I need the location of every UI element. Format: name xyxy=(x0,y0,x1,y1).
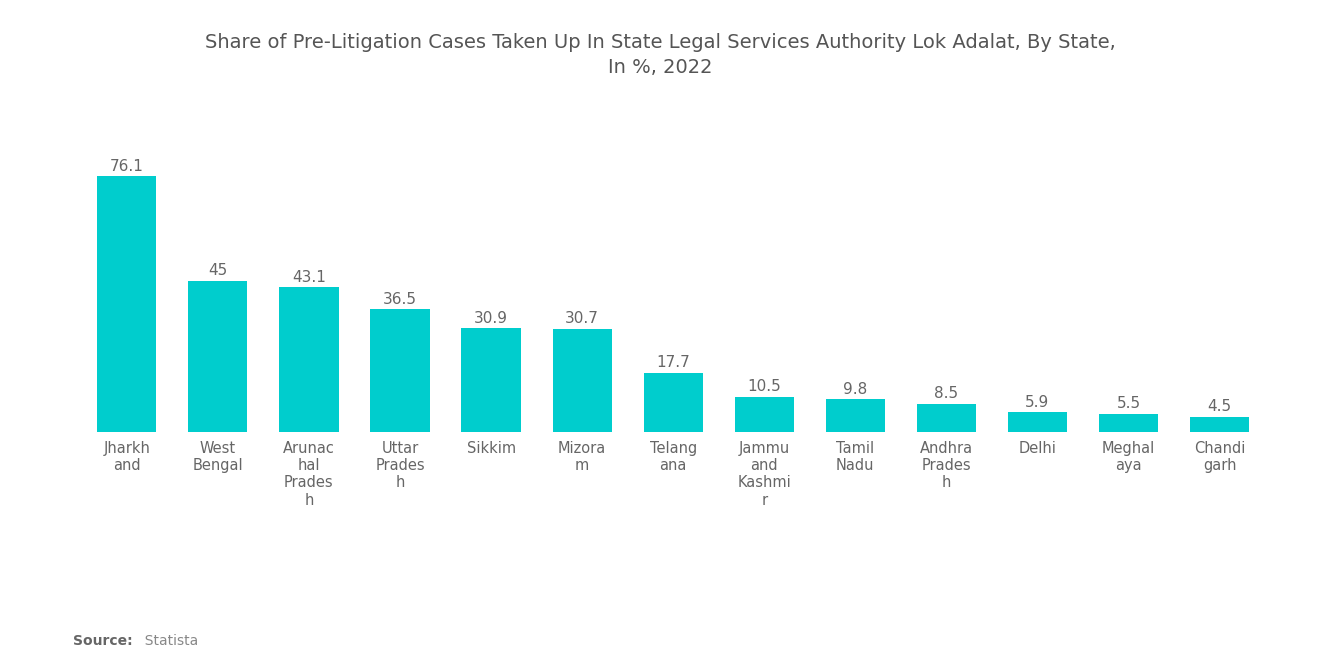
Text: 76.1: 76.1 xyxy=(110,158,144,174)
Bar xyxy=(553,329,611,432)
Text: Statista: Statista xyxy=(136,634,198,648)
Text: 9.8: 9.8 xyxy=(843,382,867,396)
Text: 43.1: 43.1 xyxy=(292,269,326,285)
Text: 8.5: 8.5 xyxy=(935,386,958,401)
Bar xyxy=(826,399,884,432)
Bar xyxy=(462,329,520,432)
Text: 36.5: 36.5 xyxy=(383,292,417,307)
Text: 30.9: 30.9 xyxy=(474,311,508,326)
Text: 17.7: 17.7 xyxy=(656,355,690,370)
Text: 5.9: 5.9 xyxy=(1026,395,1049,410)
Text: 10.5: 10.5 xyxy=(747,379,781,394)
Text: 45: 45 xyxy=(209,263,227,278)
Text: 30.7: 30.7 xyxy=(565,311,599,327)
Text: Share of Pre-Litigation Cases Taken Up In State Legal Services Authority Lok Ada: Share of Pre-Litigation Cases Taken Up I… xyxy=(205,33,1115,77)
Text: 5.5: 5.5 xyxy=(1117,396,1140,411)
Bar xyxy=(98,176,156,432)
Bar xyxy=(371,309,429,432)
Bar xyxy=(189,281,247,432)
Text: Source:: Source: xyxy=(73,634,132,648)
Bar xyxy=(280,287,338,432)
Bar xyxy=(644,372,702,432)
Text: 4.5: 4.5 xyxy=(1208,400,1232,414)
Bar xyxy=(1100,414,1158,432)
Bar xyxy=(735,397,793,432)
Bar xyxy=(1008,412,1067,432)
Bar xyxy=(1191,417,1249,432)
Bar xyxy=(917,404,975,432)
